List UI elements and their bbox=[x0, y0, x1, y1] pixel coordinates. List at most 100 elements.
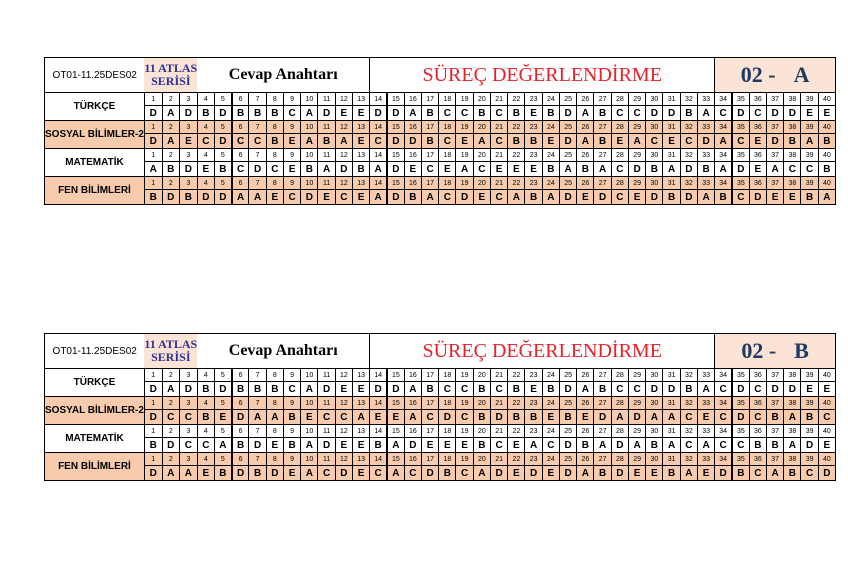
answer-cell: B bbox=[783, 465, 802, 481]
question-number: 38 bbox=[783, 148, 802, 162]
question-number: 18 bbox=[438, 92, 457, 106]
answer-cell: D bbox=[403, 437, 422, 453]
answer-cell: D bbox=[645, 189, 664, 205]
question-number: 26 bbox=[576, 92, 595, 106]
answer-cell: B bbox=[765, 437, 785, 453]
question-number: 3 bbox=[179, 396, 198, 410]
question-number: 18 bbox=[438, 424, 457, 438]
answer-cell: E bbox=[351, 133, 371, 149]
question-number: 30 bbox=[645, 120, 664, 134]
question-number: 23 bbox=[524, 176, 543, 190]
answer-cell: C bbox=[817, 409, 836, 425]
question-number: 39 bbox=[800, 120, 819, 134]
answer-cell: C bbox=[731, 189, 750, 205]
question-number-row: FEN BİLİMLERİ 1 2 3 4 5 6 7 8 9 10 11 12 13 14 15 16 17 18… bbox=[44, 176, 836, 205]
question-number: 36 bbox=[748, 424, 767, 438]
question-number: 23 bbox=[524, 368, 543, 382]
answer-cell: E bbox=[265, 189, 284, 205]
answer-cell: E bbox=[524, 161, 543, 177]
answer-cell: C bbox=[748, 381, 767, 397]
question-number: 37 bbox=[765, 148, 785, 162]
question-number: 1 bbox=[143, 176, 163, 190]
answer-cell: A bbox=[662, 161, 681, 177]
answer-cell: C bbox=[489, 189, 509, 205]
answer-cell: D bbox=[783, 105, 802, 121]
question-number: 14 bbox=[369, 396, 388, 410]
question-number: 5 bbox=[213, 92, 233, 106]
answer-cell: D bbox=[213, 105, 233, 121]
answer-cell: E bbox=[783, 189, 802, 205]
question-number: 5 bbox=[213, 368, 233, 382]
question-number: 35 bbox=[731, 120, 750, 134]
question-number: 21 bbox=[489, 424, 509, 438]
series-label: 11 ATLAS SERİSİ bbox=[144, 57, 198, 93]
answer-cell: B bbox=[161, 161, 181, 177]
question-number: 30 bbox=[645, 148, 664, 162]
question-number: 21 bbox=[489, 396, 509, 410]
subject-name: MATEMATİK bbox=[44, 148, 145, 177]
answer-cell: E bbox=[662, 133, 681, 149]
question-number: 2 bbox=[161, 452, 181, 466]
answer-cell: B bbox=[748, 437, 767, 453]
question-number: 17 bbox=[420, 92, 440, 106]
answer-cell: B bbox=[541, 381, 560, 397]
question-number: 32 bbox=[679, 120, 698, 134]
question-number: 32 bbox=[679, 148, 698, 162]
answer-cell: C bbox=[748, 105, 767, 121]
answer-cell: D bbox=[593, 189, 612, 205]
answer-cell: D bbox=[420, 465, 440, 481]
answer-cell: E bbox=[455, 133, 474, 149]
answer-cell: D bbox=[765, 133, 785, 149]
answer-cell: A bbox=[645, 409, 664, 425]
question-number: 18 bbox=[438, 148, 457, 162]
question-number: 19 bbox=[455, 424, 474, 438]
question-number: 13 bbox=[351, 452, 371, 466]
answer-cell: D bbox=[558, 189, 578, 205]
question-number: 27 bbox=[593, 396, 612, 410]
answer-cell: B bbox=[679, 105, 698, 121]
answer-cell: C bbox=[334, 189, 353, 205]
question-number: 19 bbox=[455, 452, 474, 466]
answer-cell: B bbox=[351, 161, 371, 177]
question-number: 24 bbox=[541, 176, 560, 190]
question-number: 27 bbox=[593, 148, 612, 162]
sheet-header-row: OT01-11.25DES02 11 ATLAS SERİSİ Cevap Anaht… bbox=[44, 57, 836, 93]
question-number: 24 bbox=[541, 396, 560, 410]
answer-cell: D bbox=[334, 161, 353, 177]
question-number: 1 bbox=[143, 92, 163, 106]
question-number: 40 bbox=[817, 92, 836, 106]
question-number: 36 bbox=[748, 120, 767, 134]
question-number: 35 bbox=[731, 424, 750, 438]
question-number: 19 bbox=[455, 120, 474, 134]
question-number: 25 bbox=[558, 92, 578, 106]
question-number: 19 bbox=[455, 368, 474, 382]
question-number: 4 bbox=[196, 148, 215, 162]
question-number: 12 bbox=[334, 452, 353, 466]
answer-cell: A bbox=[783, 409, 802, 425]
question-number: 38 bbox=[783, 396, 802, 410]
answer-cell: C bbox=[231, 133, 250, 149]
answer-cell: E bbox=[196, 465, 215, 481]
question-number: 35 bbox=[731, 148, 750, 162]
question-number: 21 bbox=[489, 368, 509, 382]
answer-cell: B bbox=[369, 437, 388, 453]
question-number: 23 bbox=[524, 396, 543, 410]
answer-cell: D bbox=[317, 381, 336, 397]
question-number: 29 bbox=[627, 120, 647, 134]
answer-cell: A bbox=[143, 161, 163, 177]
answer-cell: C bbox=[196, 133, 215, 149]
answer-cell: B bbox=[645, 161, 664, 177]
question-number: 15 bbox=[386, 424, 405, 438]
answer-cell: E bbox=[300, 409, 319, 425]
answer-cell: D bbox=[231, 465, 250, 481]
question-number: 10 bbox=[300, 120, 319, 134]
answer-cell: C bbox=[179, 409, 198, 425]
question-number: 6 bbox=[231, 396, 250, 410]
question-number: 24 bbox=[541, 424, 560, 438]
question-number: 5 bbox=[213, 396, 233, 410]
answer-cell: A bbox=[161, 381, 181, 397]
question-number: 7 bbox=[248, 396, 267, 410]
question-number: 1 bbox=[143, 396, 163, 410]
